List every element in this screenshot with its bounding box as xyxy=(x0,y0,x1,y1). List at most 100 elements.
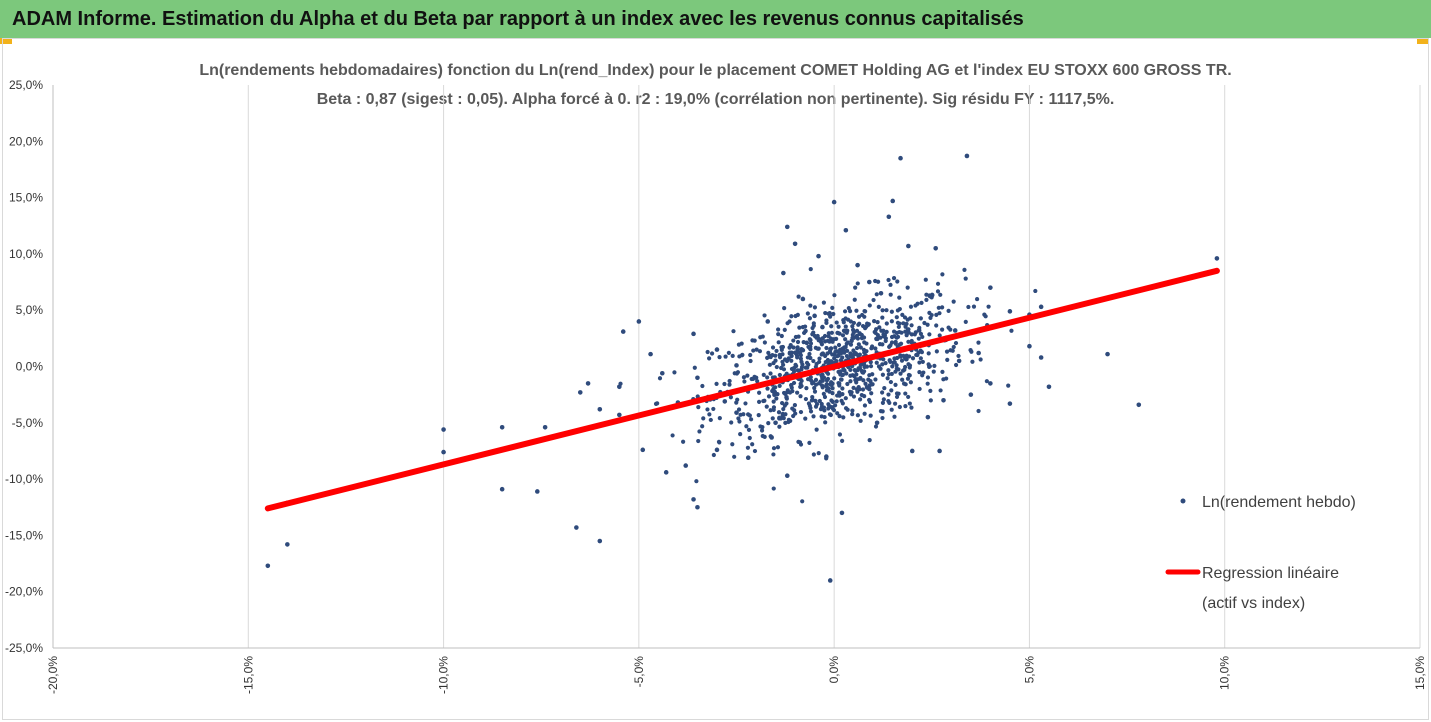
data-point xyxy=(819,342,825,347)
data-point xyxy=(858,345,863,350)
data-point xyxy=(672,370,677,375)
data-point xyxy=(876,279,881,284)
data-point xyxy=(862,340,867,345)
data-point xyxy=(745,455,751,461)
data-point xyxy=(893,382,898,387)
data-point xyxy=(983,314,988,319)
data-point xyxy=(820,351,825,356)
data-point xyxy=(906,243,911,249)
chart-subtitle: Beta : 0,87 (sigest : 0,05). Alpha forcé… xyxy=(316,91,1115,108)
data-point xyxy=(822,339,828,344)
data-point xyxy=(773,358,778,363)
data-point xyxy=(871,297,876,303)
data-point xyxy=(971,304,977,309)
data-point xyxy=(795,347,800,352)
data-point xyxy=(895,279,900,284)
data-point xyxy=(840,438,845,443)
data-point xyxy=(830,391,835,396)
data-point xyxy=(807,316,812,321)
data-point xyxy=(781,367,787,372)
data-point xyxy=(771,386,776,391)
data-point xyxy=(771,486,776,491)
data-point xyxy=(695,375,700,381)
x-tick-label: -20,0% xyxy=(46,656,60,694)
data-point xyxy=(880,415,885,421)
data-point xyxy=(722,399,728,404)
data-point xyxy=(796,368,802,373)
legend-label-regression: Regression linéaire xyxy=(1202,565,1339,582)
data-point xyxy=(933,245,938,251)
data-point xyxy=(751,348,756,353)
data-point xyxy=(707,412,712,417)
data-point xyxy=(941,397,946,403)
data-point xyxy=(835,330,840,335)
data-point xyxy=(824,345,829,351)
data-point xyxy=(785,321,790,326)
data-point xyxy=(860,312,865,318)
data-point xyxy=(897,321,902,326)
data-point xyxy=(837,381,842,386)
data-point xyxy=(903,391,908,396)
data-point xyxy=(950,348,955,353)
data-point xyxy=(915,301,920,306)
data-point xyxy=(812,305,818,310)
data-point xyxy=(700,383,705,389)
data-point xyxy=(964,153,970,159)
data-point xyxy=(776,340,781,345)
data-point xyxy=(823,353,828,359)
data-point xyxy=(756,399,762,404)
legend-label-scatter: Ln(rendement hebdo) xyxy=(1202,494,1356,511)
y-tick-label: -25,0% xyxy=(5,641,43,655)
data-point xyxy=(781,270,786,276)
report-banner: ADAM Informe. Estimation du Alpha et du … xyxy=(0,0,1431,38)
data-point xyxy=(841,320,846,325)
data-point xyxy=(777,372,782,378)
data-point xyxy=(784,224,790,230)
data-point xyxy=(777,355,783,360)
data-point xyxy=(618,381,623,386)
y-tick-label: 25,0% xyxy=(9,78,43,92)
data-point xyxy=(814,427,819,432)
data-point xyxy=(843,324,848,329)
data-point xyxy=(832,293,837,298)
data-point xyxy=(842,309,848,314)
data-point xyxy=(978,357,983,362)
data-point xyxy=(771,407,776,412)
data-point xyxy=(917,386,922,392)
data-point xyxy=(648,351,653,357)
data-point xyxy=(728,395,733,400)
data-point xyxy=(826,334,831,339)
data-point xyxy=(901,321,906,326)
data-point xyxy=(755,379,760,384)
data-point xyxy=(691,497,696,502)
data-point xyxy=(640,447,646,453)
data-point xyxy=(988,381,993,386)
data-point xyxy=(782,306,787,311)
data-point xyxy=(938,388,943,393)
data-point xyxy=(858,397,863,402)
x-tick-label: 5,0% xyxy=(1022,656,1036,684)
data-point xyxy=(855,281,860,286)
legend-label-regression-line2: (actif vs index) xyxy=(1202,595,1305,612)
data-point xyxy=(843,337,848,342)
data-point xyxy=(886,392,891,397)
data-point xyxy=(848,342,854,347)
data-point xyxy=(792,350,798,355)
data-point xyxy=(1214,256,1220,261)
data-point xyxy=(854,308,859,313)
data-point xyxy=(747,435,752,441)
data-point xyxy=(817,356,822,361)
data-point xyxy=(741,375,747,380)
data-point xyxy=(838,351,844,356)
data-point xyxy=(789,385,794,390)
data-point xyxy=(577,390,583,395)
data-point xyxy=(800,362,805,367)
data-point xyxy=(854,328,860,333)
data-point xyxy=(828,382,833,387)
data-point xyxy=(796,294,801,299)
data-point xyxy=(905,376,911,381)
data-point xyxy=(927,310,932,315)
data-point xyxy=(831,199,837,205)
data-point xyxy=(850,335,855,340)
data-point xyxy=(833,403,838,408)
